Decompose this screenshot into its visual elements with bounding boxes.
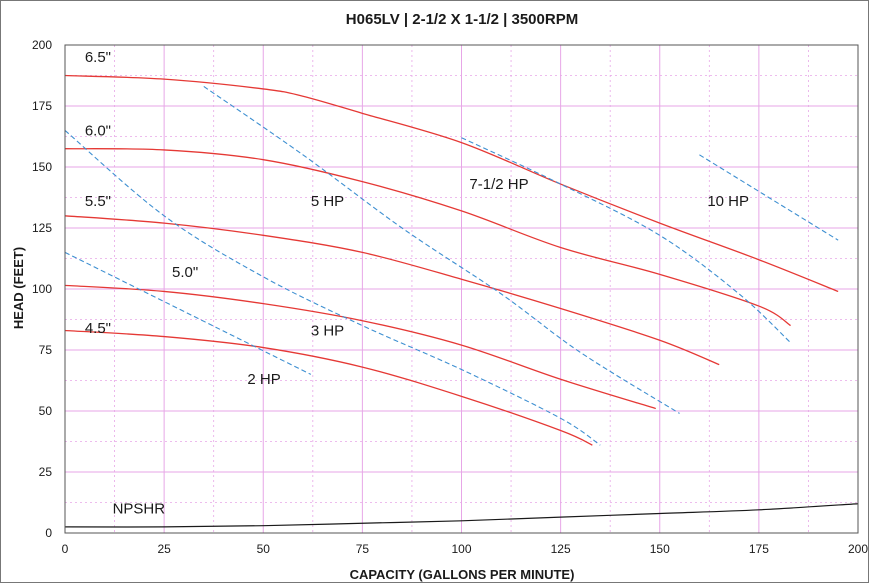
y-tick-label: 175 <box>32 99 52 113</box>
impeller-label-5-5: 5.5" <box>85 193 111 210</box>
hp-label-3-hp: 3 HP <box>311 322 344 339</box>
y-tick-label: 75 <box>39 343 53 357</box>
y-tick-label: 150 <box>32 160 52 174</box>
x-tick-label: 150 <box>650 542 670 556</box>
horsepower-lines <box>64 86 839 446</box>
impeller-label-5-0: 5.0" <box>172 264 198 281</box>
y-tick-label: 100 <box>32 282 52 296</box>
x-tick-label: 0 <box>62 542 69 556</box>
x-tick-label: 50 <box>257 542 271 556</box>
impeller-curve-4-5 <box>64 329 593 446</box>
hp-label-10-hp: 10 HP <box>707 193 749 210</box>
x-tick-label: 100 <box>451 542 471 556</box>
x-tick-labels: 0 25 50 75 100 125 150 175 200 <box>62 542 869 556</box>
y-tick-label: 125 <box>32 221 52 235</box>
y-tick-label: 200 <box>32 38 52 52</box>
x-tick-label: 25 <box>157 542 171 556</box>
npshr-curve <box>64 503 859 528</box>
hp-line-3-hp <box>64 129 601 446</box>
impeller-curve-5-5 <box>64 215 720 366</box>
impeller-label-6-0: 6.0" <box>85 122 111 139</box>
hp-label-5-hp: 5 HP <box>311 193 344 210</box>
x-tick-label: 200 <box>848 542 868 556</box>
hp-line-5-hp <box>203 86 680 414</box>
impeller-label-6-5: 6.5" <box>85 49 111 66</box>
y-axis-label: HEAD (FEET) <box>11 247 26 329</box>
y-tick-labels: 0 25 50 75 100 125 150 175 200 <box>32 38 52 540</box>
hp-line-7-1-2-hp <box>461 137 791 344</box>
impeller-curve-6-5 <box>64 74 839 293</box>
impeller-curve-5-0 <box>64 284 656 410</box>
y-tick-label: 25 <box>39 465 53 479</box>
curve-labels: 6.5" 6.0" 5.5" 5.0" 4.5" 2 HP 3 HP 5 HP 7-1/2 HP… <box>85 49 749 517</box>
hp-label-2-hp: 2 HP <box>247 371 280 388</box>
x-tick-label: 175 <box>749 542 769 556</box>
npshr-line <box>64 503 859 528</box>
impeller-curves <box>64 74 839 446</box>
impeller-label-4-5: 4.5" <box>85 320 111 337</box>
plot-frame <box>64 44 859 534</box>
y-tick-label: 50 <box>39 404 53 418</box>
x-axis-label: CAPACITY (GALLONS PER MINUTE) <box>350 567 575 582</box>
hp-label-7-1-2-hp: 7-1/2 HP <box>469 176 528 193</box>
hp-line-2-hp <box>64 251 312 375</box>
x-tick-label: 125 <box>551 542 571 556</box>
chart-title: H065LV | 2-1/2 X 1-1/2 | 3500RPM <box>346 11 578 28</box>
x-tick-label: 75 <box>356 542 370 556</box>
npshr-label-npshr: NPSHR <box>113 500 166 517</box>
y-tick-label: 0 <box>45 526 52 540</box>
impeller-curve-6-0 <box>64 148 791 327</box>
hp-line-10-hp <box>699 154 839 241</box>
